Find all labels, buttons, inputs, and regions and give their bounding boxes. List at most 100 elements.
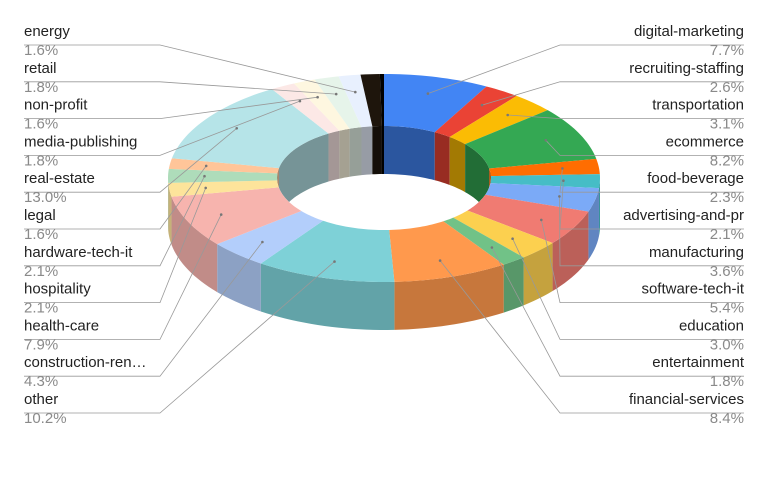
slice-unnamed-22 — [360, 74, 382, 127]
slice-percent-other: 10.2% — [24, 410, 67, 427]
slice-construction-ren… — [217, 211, 324, 264]
slice-label-advertising-and-pr: advertising-and-pr — [623, 207, 744, 224]
leader-dot-hardware-tech-it — [203, 174, 206, 178]
inner-media-publishing — [328, 130, 340, 182]
leader-dot-education — [511, 237, 514, 240]
slice-recruiting-staffing — [434, 86, 517, 137]
slice-label-non-profit: non-profit — [24, 97, 88, 114]
slice-percent-manufacturing: 3.6% — [710, 263, 744, 280]
leader-line-non-profit — [24, 96, 318, 119]
inner-unnamed-23 — [381, 126, 384, 175]
slice-percent-financial-services: 8.4% — [710, 410, 744, 427]
leader-dot-transportation — [506, 113, 510, 117]
leader-line-food-beverage — [559, 168, 744, 193]
donut-depth — [168, 178, 600, 330]
slice-label-financial-services: financial-services — [629, 391, 744, 408]
leader-lines — [24, 44, 744, 414]
slice-label-recruiting-staffing: recruiting-staffing — [629, 60, 744, 77]
leader-dot-construction-ren… — [261, 240, 264, 244]
slice-label-media-publishing: media-publishing — [24, 133, 137, 150]
inner-non-profit — [339, 128, 350, 179]
slice-media-publishing — [271, 83, 340, 134]
slice-percent-hardware-tech-it: 2.1% — [24, 263, 58, 280]
slice-retail — [314, 76, 362, 129]
slice-label-hardware-tech-it: hardware-tech-it — [24, 244, 133, 261]
slice-percent-digital-marketing: 7.7% — [710, 42, 744, 59]
slice-label-digital-marketing: digital-marketing — [634, 23, 744, 40]
leader-dot-non-profit — [316, 95, 319, 99]
slice-percent-retail: 1.8% — [24, 79, 58, 96]
donut-top — [168, 74, 600, 282]
slice-percent-real-estate: 13.0% — [24, 189, 67, 206]
slice-labels: digital-marketing 7.7%recruiting-staffing… — [24, 23, 745, 427]
leader-dot-ecommerce — [544, 139, 548, 142]
side-other — [260, 263, 395, 330]
slice-label-health-care: health-care — [24, 317, 99, 334]
leader-line-legal — [24, 165, 207, 230]
leader-line-digital-marketing — [427, 44, 744, 94]
slice-percent-legal: 1.6% — [24, 226, 58, 243]
leader-line-ecommerce — [545, 140, 744, 156]
slice-entertainment — [443, 217, 524, 265]
leader-line-health-care — [24, 214, 222, 340]
leader-dot-legal — [204, 164, 208, 168]
slice-percent-hospitality: 2.1% — [24, 300, 58, 317]
leader-line-hospitality — [24, 187, 207, 304]
leader-dot-manufacturing — [558, 195, 561, 198]
slice-percent-construction-ren…: 4.3% — [24, 373, 58, 390]
leader-dot-energy — [354, 90, 357, 94]
leader-dot-financial-services — [438, 259, 442, 262]
slice-ecommerce — [465, 110, 597, 169]
slice-other — [260, 220, 395, 282]
slice-percent-ecommerce: 8.2% — [710, 152, 744, 169]
leader-line-manufacturing — [559, 196, 744, 267]
leader-dot-recruiting-staffing — [480, 103, 484, 107]
leader-dot-media-publishing — [298, 99, 302, 103]
slice-label-software-tech-it: software-tech-it — [641, 281, 744, 298]
leader-line-real-estate — [24, 127, 237, 193]
slice-hospitality — [168, 180, 279, 197]
slice-percent-entertainment: 1.8% — [710, 373, 744, 390]
slice-label-ecommerce: ecommerce — [666, 133, 744, 150]
slice-digital-marketing — [384, 74, 487, 133]
leader-line-recruiting-staffing — [481, 81, 744, 106]
slice-label-retail: retail — [24, 60, 57, 77]
slice-label-hospitality: hospitality — [24, 281, 91, 298]
leader-dot-retail — [334, 92, 338, 96]
slice-percent-software-tech-it: 5.4% — [710, 300, 744, 317]
inner-recruiting-staffing — [434, 132, 450, 185]
slice-advertising-and-pr — [490, 174, 600, 189]
leader-dot-advertising-and-pr — [562, 179, 565, 182]
leader-line-hardware-tech-it — [24, 176, 205, 267]
slice-label-construction-ren…: construction-ren… — [24, 354, 147, 371]
leader-line-entertainment — [491, 247, 744, 377]
inner-real-estate — [278, 133, 329, 217]
slice-percent-food-beverage: 2.3% — [710, 189, 744, 206]
leader-dot-software-tech-it — [540, 218, 543, 222]
inner-unnamed-22 — [372, 126, 382, 175]
slice-health-care — [171, 187, 302, 245]
slice-transportation — [449, 95, 548, 145]
leader-line-education — [512, 238, 744, 340]
side-manufacturing — [588, 188, 599, 260]
slice-hardware-tech-it — [168, 168, 278, 183]
side-software-tech-it — [552, 211, 589, 292]
slice-financial-services — [389, 221, 504, 282]
slice-percent-recruiting-staffing: 2.6% — [710, 79, 744, 96]
slice-manufacturing — [485, 183, 599, 212]
side-health-care — [171, 196, 218, 293]
leader-line-other — [24, 261, 335, 414]
leader-dot-health-care — [219, 213, 223, 216]
slice-real-estate — [171, 89, 329, 169]
side-financial-services — [394, 264, 504, 330]
leader-dot-digital-marketing — [426, 92, 430, 95]
side-entertainment — [503, 257, 524, 313]
slice-label-education: education — [679, 317, 744, 334]
slice-label-transportation: transportation — [652, 97, 744, 114]
leader-line-retail — [24, 81, 337, 95]
leader-dot-real-estate — [235, 127, 238, 130]
slice-label-real-estate: real-estate — [24, 170, 95, 187]
side-hospitality — [168, 182, 172, 245]
leader-line-energy — [24, 44, 356, 93]
inner-energy — [361, 126, 373, 176]
